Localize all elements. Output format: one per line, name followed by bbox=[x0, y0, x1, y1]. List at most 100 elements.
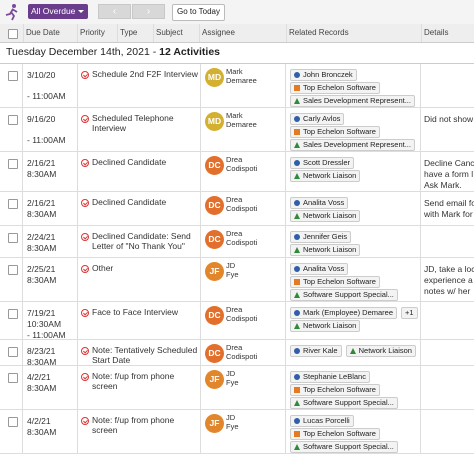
activity-row[interactable]: 3/10/20 - 11:00AM Schedule 2nd F2F Intervi… bbox=[0, 64, 474, 108]
related-record[interactable]: Network Liaison bbox=[290, 244, 361, 256]
due-date: 2/16/21 bbox=[27, 198, 56, 208]
column-divider bbox=[22, 64, 23, 454]
related-record[interactable]: Top Echelon Software bbox=[290, 276, 380, 288]
activity-row[interactable]: 2/16/21 8:30AM Declined Candidate DC Drea Cod… bbox=[0, 152, 474, 192]
record-label: Sales Development Represent... bbox=[303, 96, 411, 105]
record-icon bbox=[294, 266, 300, 272]
record-label: Top Echelon Software bbox=[303, 83, 376, 92]
related-record[interactable]: John Bronczek bbox=[290, 69, 357, 81]
related-record[interactable]: Network Liaison bbox=[290, 210, 361, 222]
column-header[interactable]: Assignee bbox=[202, 28, 235, 37]
row-checkbox[interactable] bbox=[8, 309, 18, 319]
column-header[interactable]: Due Date bbox=[26, 28, 60, 37]
record-icon bbox=[294, 116, 300, 122]
record-label: Top Echelon Software bbox=[303, 429, 376, 438]
subject[interactable]: Declined Candidate bbox=[92, 197, 167, 207]
related-record[interactable]: River Kale bbox=[290, 345, 342, 357]
record-label: Software Support Special... bbox=[303, 290, 394, 299]
activity-row[interactable]: 2/16/21 8:30AM Declined Candidate DC Drea Cod… bbox=[0, 192, 474, 226]
related-record[interactable]: Top Echelon Software bbox=[290, 82, 380, 94]
prev-button[interactable]: ‹ bbox=[98, 4, 131, 19]
row-checkbox[interactable] bbox=[8, 71, 18, 81]
today-button[interactable]: Go to Today bbox=[172, 4, 225, 21]
column-header[interactable]: Subject bbox=[156, 28, 183, 37]
related-record[interactable]: Network Liaison bbox=[345, 345, 416, 357]
subject[interactable]: Other bbox=[92, 263, 114, 273]
subject[interactable]: Declined Candidate bbox=[92, 157, 167, 167]
priority-icon bbox=[81, 309, 89, 317]
column-divider bbox=[77, 24, 78, 42]
related-record[interactable]: Mark (Employee) Demaree bbox=[290, 307, 398, 319]
row-checkbox[interactable] bbox=[8, 159, 18, 169]
column-header[interactable]: Type bbox=[120, 28, 138, 37]
related-record[interactable]: Software Support Special... bbox=[290, 397, 398, 409]
row-checkbox[interactable] bbox=[8, 347, 18, 357]
record-icon bbox=[294, 431, 300, 437]
avatar: JF bbox=[205, 262, 224, 281]
related-record[interactable]: Jennifer Geis bbox=[290, 231, 352, 243]
priority-icon bbox=[81, 233, 89, 241]
related-record[interactable]: +1 bbox=[401, 307, 418, 319]
related-record[interactable]: Analita Voss bbox=[290, 197, 349, 209]
related-record[interactable]: Top Echelon Software bbox=[290, 126, 380, 138]
next-button[interactable]: › bbox=[132, 4, 165, 19]
details-text: Send email fo bbox=[424, 198, 474, 208]
related-record[interactable]: Sales Development Represent... bbox=[290, 95, 415, 107]
related-record[interactable]: Analita Voss bbox=[290, 263, 349, 275]
activity-row[interactable]: 8/23/21 8:30AM Note: Tentatively Scheduled… bbox=[0, 340, 474, 367]
related-record[interactable]: Lucas Porcelli bbox=[290, 415, 354, 427]
row-checkbox[interactable] bbox=[8, 199, 18, 209]
row-checkbox[interactable] bbox=[8, 233, 18, 243]
activity-row[interactable]: 9/16/20 - 11:00AM Scheduled Telephone Inte… bbox=[0, 108, 474, 152]
related-record[interactable]: Software Support Special... bbox=[290, 289, 398, 301]
subject[interactable]: Note: f/up from phone screen bbox=[92, 371, 175, 391]
subject[interactable]: Scheduled Telephone Interview bbox=[92, 113, 174, 133]
related-record[interactable]: Top Echelon Software bbox=[290, 428, 380, 440]
priority-icon bbox=[81, 417, 89, 425]
related-record[interactable]: Network Liaison bbox=[290, 320, 361, 332]
subject[interactable]: Note: Tentatively Scheduled Start Date bbox=[92, 345, 198, 365]
related-record[interactable]: Scott Dressler bbox=[290, 157, 355, 169]
related-record[interactable]: Top Echelon Software bbox=[290, 384, 380, 396]
details-text: Did not show bbox=[424, 114, 474, 124]
due-date: 8:30AM bbox=[27, 169, 57, 179]
record-icon bbox=[294, 418, 300, 424]
related-record[interactable]: Network Liaison bbox=[290, 170, 361, 182]
activity-row[interactable]: 7/19/21 10:30AM - 11:00AM Face to Face Inte… bbox=[0, 302, 474, 340]
related-record[interactable]: Sales Development Represent... bbox=[290, 139, 415, 151]
assignee-name: Drea bbox=[226, 305, 243, 314]
related-record[interactable]: Software Support Special... bbox=[290, 441, 398, 453]
due-date: - 11:00AM bbox=[27, 91, 66, 101]
row-checkbox[interactable] bbox=[8, 417, 18, 427]
subject[interactable]: Face to Face Interview bbox=[92, 307, 178, 317]
record-label: Network Liaison bbox=[303, 321, 357, 330]
activity-row[interactable]: 4/2/21 8:30AM Note: f/up from phone screen… bbox=[0, 410, 474, 454]
subject[interactable]: Schedule 2nd F2F Interview bbox=[92, 69, 198, 79]
activity-row[interactable]: 2/25/21 8:30AM Other JF JD Fye Analita Voss Top… bbox=[0, 258, 474, 302]
group-header: Tuesday December 14th, 2021 - 12 Activit… bbox=[6, 46, 220, 58]
column-divider bbox=[153, 24, 154, 42]
related-record[interactable]: Carly Avlos bbox=[290, 113, 345, 125]
header-checkbox[interactable] bbox=[8, 29, 18, 39]
related-record[interactable]: Stephanie LeBlanc bbox=[290, 371, 370, 383]
filter-dropdown[interactable]: All Overdue bbox=[28, 4, 88, 19]
column-header[interactable]: Details bbox=[424, 28, 449, 37]
activity-row[interactable]: 2/24/21 8:30AM Declined Candidate: Send Le… bbox=[0, 226, 474, 258]
row-checkbox[interactable] bbox=[8, 115, 18, 125]
subject[interactable]: Declined Candidate: Send Letter of "No T… bbox=[92, 231, 191, 251]
activity-row[interactable]: 4/2/21 8:30AM Note: f/up from phone screen… bbox=[0, 366, 474, 410]
row-checkbox[interactable] bbox=[8, 265, 18, 275]
subject[interactable]: Note: f/up from phone screen bbox=[92, 415, 175, 435]
details-text: experience a bbox=[424, 275, 473, 285]
due-date: 3/10/20 bbox=[27, 70, 56, 80]
priority-icon bbox=[81, 347, 89, 355]
run-icon bbox=[5, 4, 18, 21]
priority-icon bbox=[81, 265, 89, 273]
column-header[interactable]: Related Records bbox=[289, 28, 349, 37]
group-date: Tuesday December 14th, 2021 - bbox=[6, 46, 157, 58]
record-label: Network Liaison bbox=[303, 245, 357, 254]
row-checkbox[interactable] bbox=[8, 373, 18, 383]
record-icon bbox=[294, 173, 300, 179]
table-header: Due Date Priority Type Subject Assignee Relat… bbox=[0, 24, 474, 43]
column-header[interactable]: Priority bbox=[80, 28, 105, 37]
